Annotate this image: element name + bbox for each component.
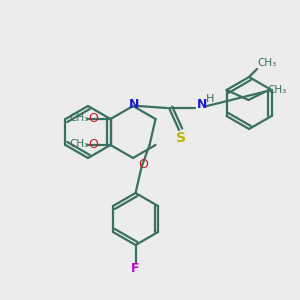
Text: N: N <box>129 98 139 112</box>
Text: F: F <box>131 262 140 275</box>
Text: CH₃: CH₃ <box>267 85 286 95</box>
Text: S: S <box>176 131 186 145</box>
Text: O: O <box>139 158 148 172</box>
Text: N: N <box>197 98 207 112</box>
Text: CH₃: CH₃ <box>69 113 88 123</box>
Text: O: O <box>88 137 98 151</box>
Text: CH₃: CH₃ <box>257 58 277 68</box>
Text: O: O <box>88 112 98 124</box>
Text: H: H <box>206 94 214 104</box>
Text: CH₃: CH₃ <box>69 139 88 149</box>
